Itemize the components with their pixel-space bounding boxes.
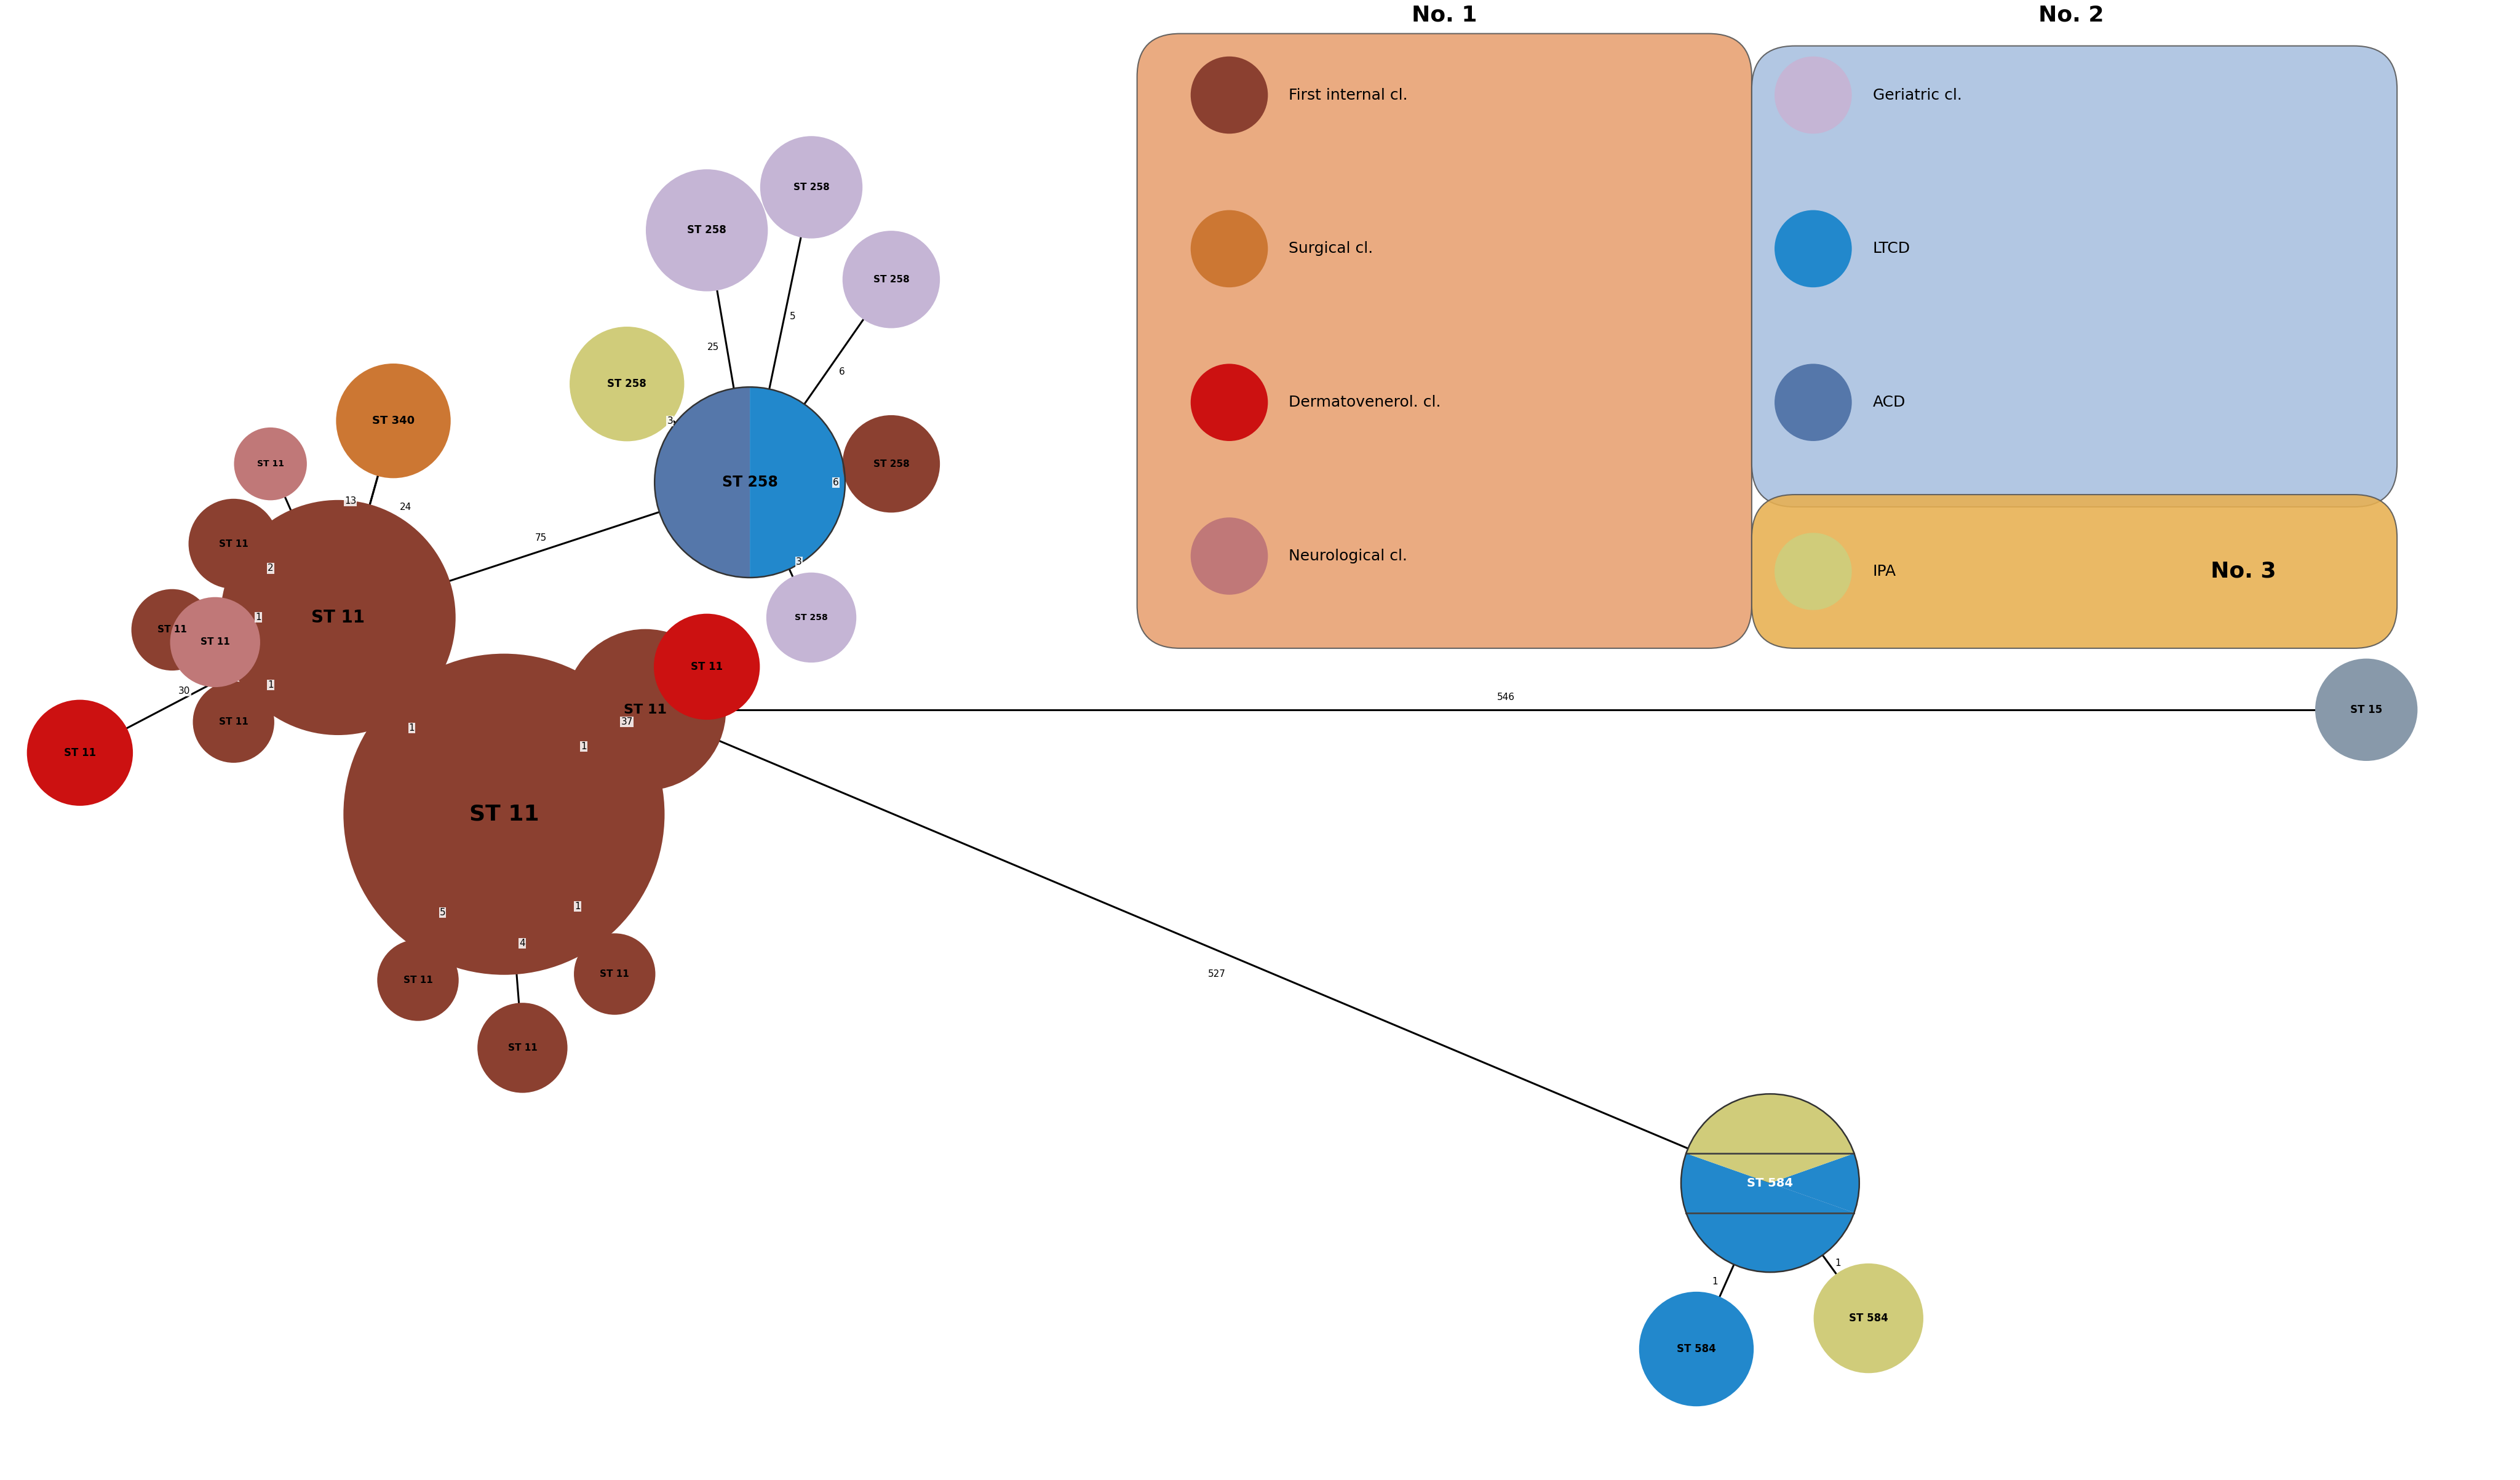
Wedge shape [1686, 1183, 1855, 1273]
Circle shape [1774, 56, 1852, 133]
Circle shape [844, 231, 940, 327]
Text: IPA: IPA [1872, 564, 1895, 579]
Text: ST 11: ST 11 [507, 1043, 537, 1052]
Text: 1: 1 [267, 681, 272, 690]
Text: No. 1: No. 1 [1411, 4, 1477, 25]
Circle shape [222, 500, 454, 734]
Circle shape [655, 614, 759, 719]
Text: ST 258: ST 258 [794, 182, 829, 192]
Text: LTCD: LTCD [1872, 241, 1910, 256]
Text: Surgical cl.: Surgical cl. [1288, 241, 1373, 256]
Circle shape [1814, 1264, 1923, 1372]
Text: ST 258: ST 258 [721, 475, 779, 490]
Wedge shape [1769, 1153, 1860, 1212]
Circle shape [1774, 364, 1852, 441]
Circle shape [761, 136, 862, 238]
Text: 75: 75 [534, 533, 547, 542]
Text: 30: 30 [179, 687, 192, 696]
Wedge shape [751, 388, 844, 577]
Text: ST 11: ST 11 [625, 703, 668, 716]
Text: ST 11: ST 11 [600, 969, 630, 978]
Circle shape [378, 940, 459, 1020]
Text: No. 3: No. 3 [2210, 561, 2276, 582]
Text: ST 11: ST 11 [312, 608, 365, 626]
Text: 1: 1 [1711, 1277, 1719, 1286]
Circle shape [234, 428, 305, 500]
Wedge shape [1686, 1094, 1855, 1183]
Text: ST 11: ST 11 [202, 638, 229, 647]
Text: 3: 3 [796, 558, 801, 567]
Wedge shape [1681, 1153, 1855, 1273]
Circle shape [648, 170, 766, 290]
Circle shape [345, 654, 663, 974]
Circle shape [171, 598, 260, 687]
FancyBboxPatch shape [1137, 34, 1751, 648]
Text: 6: 6 [834, 478, 839, 487]
Text: ST 11: ST 11 [469, 804, 539, 824]
Text: No. 2: No. 2 [2039, 4, 2104, 25]
Text: ST 584: ST 584 [1676, 1344, 1716, 1354]
Text: 1: 1 [575, 901, 580, 912]
Text: 546: 546 [1497, 693, 1515, 702]
Text: ST 11: ST 11 [63, 747, 96, 758]
Text: ST 258: ST 258 [688, 225, 726, 235]
Text: ST 11: ST 11 [403, 975, 433, 984]
Circle shape [1192, 364, 1268, 441]
Text: ST 11: ST 11 [257, 460, 285, 468]
Text: 3: 3 [668, 416, 673, 425]
Text: 37: 37 [620, 718, 633, 727]
Text: ST 258: ST 258 [872, 275, 910, 284]
Text: Dermatovenerol. cl.: Dermatovenerol. cl. [1288, 395, 1441, 410]
Circle shape [1774, 210, 1852, 287]
Text: ACD: ACD [1872, 395, 1905, 410]
Text: ST 258: ST 258 [607, 379, 648, 389]
Text: 2: 2 [267, 564, 272, 573]
Circle shape [1192, 518, 1268, 593]
Text: 4: 4 [519, 938, 524, 947]
Text: 24: 24 [401, 502, 411, 512]
Text: First internal cl.: First internal cl. [1288, 87, 1409, 102]
Circle shape [2316, 660, 2417, 761]
Text: 6: 6 [839, 367, 844, 376]
Text: ST 11: ST 11 [690, 662, 723, 672]
Text: ST 258: ST 258 [872, 459, 910, 469]
Circle shape [338, 364, 451, 478]
FancyBboxPatch shape [1751, 46, 2397, 508]
Text: 13: 13 [345, 496, 355, 505]
Wedge shape [655, 388, 751, 577]
Text: 25: 25 [708, 342, 718, 352]
Text: 5: 5 [789, 312, 796, 321]
Text: ST 584: ST 584 [1746, 1177, 1794, 1188]
Text: ST 584: ST 584 [1850, 1313, 1887, 1323]
Circle shape [844, 416, 940, 512]
Text: 5: 5 [438, 907, 446, 918]
Text: 1: 1 [582, 741, 587, 752]
Text: ST 340: ST 340 [373, 416, 416, 426]
Text: ST 258: ST 258 [794, 613, 829, 622]
Circle shape [1774, 533, 1852, 610]
Text: Neurological cl.: Neurological cl. [1288, 549, 1409, 564]
Circle shape [1192, 56, 1268, 133]
Circle shape [570, 327, 683, 441]
Text: 1: 1 [255, 613, 262, 622]
Circle shape [479, 1003, 567, 1092]
Circle shape [1641, 1292, 1754, 1406]
Circle shape [189, 500, 277, 588]
Text: 527: 527 [1207, 969, 1225, 978]
Circle shape [194, 682, 275, 762]
Circle shape [28, 700, 131, 805]
Circle shape [564, 630, 726, 790]
Circle shape [1192, 210, 1268, 287]
Text: ST 11: ST 11 [156, 625, 186, 635]
Circle shape [766, 573, 857, 662]
Text: ST 11: ST 11 [219, 539, 249, 549]
Text: ST 11: ST 11 [219, 718, 249, 727]
FancyBboxPatch shape [1751, 494, 2397, 648]
Text: Geriatric cl.: Geriatric cl. [1872, 87, 1963, 102]
Circle shape [575, 934, 655, 1014]
Text: 1: 1 [408, 724, 416, 733]
Circle shape [131, 591, 212, 670]
Text: ST 15: ST 15 [2351, 704, 2381, 715]
Text: 1: 1 [1835, 1258, 1840, 1267]
